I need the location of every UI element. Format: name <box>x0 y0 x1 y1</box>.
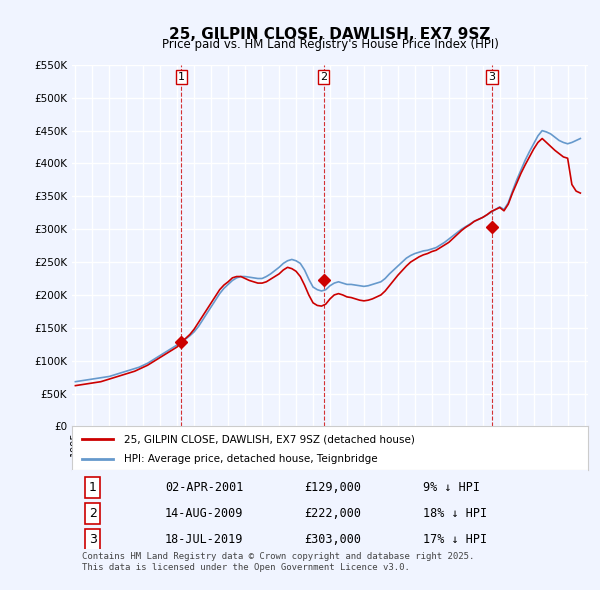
Text: 02-APR-2001: 02-APR-2001 <box>165 481 243 494</box>
Text: 3: 3 <box>488 72 496 82</box>
Text: £129,000: £129,000 <box>304 481 361 494</box>
Text: 2: 2 <box>320 72 327 82</box>
Text: 14-AUG-2009: 14-AUG-2009 <box>165 507 243 520</box>
Text: 9% ↓ HPI: 9% ↓ HPI <box>423 481 480 494</box>
Text: £222,000: £222,000 <box>304 507 361 520</box>
Text: £303,000: £303,000 <box>304 533 361 546</box>
Text: HPI: Average price, detached house, Teignbridge: HPI: Average price, detached house, Teig… <box>124 454 377 464</box>
Text: 25, GILPIN CLOSE, DAWLISH, EX7 9SZ: 25, GILPIN CLOSE, DAWLISH, EX7 9SZ <box>169 27 491 41</box>
Text: 17% ↓ HPI: 17% ↓ HPI <box>423 533 487 546</box>
Text: 25, GILPIN CLOSE, DAWLISH, EX7 9SZ (detached house): 25, GILPIN CLOSE, DAWLISH, EX7 9SZ (deta… <box>124 434 415 444</box>
Text: 18% ↓ HPI: 18% ↓ HPI <box>423 507 487 520</box>
Text: 1: 1 <box>89 481 97 494</box>
Text: 3: 3 <box>89 533 97 546</box>
Text: 18-JUL-2019: 18-JUL-2019 <box>165 533 243 546</box>
Text: 1: 1 <box>178 72 185 82</box>
Text: 2: 2 <box>89 507 97 520</box>
Text: Price paid vs. HM Land Registry's House Price Index (HPI): Price paid vs. HM Land Registry's House … <box>161 38 499 51</box>
Text: Contains HM Land Registry data © Crown copyright and database right 2025.
This d: Contains HM Land Registry data © Crown c… <box>82 552 475 572</box>
